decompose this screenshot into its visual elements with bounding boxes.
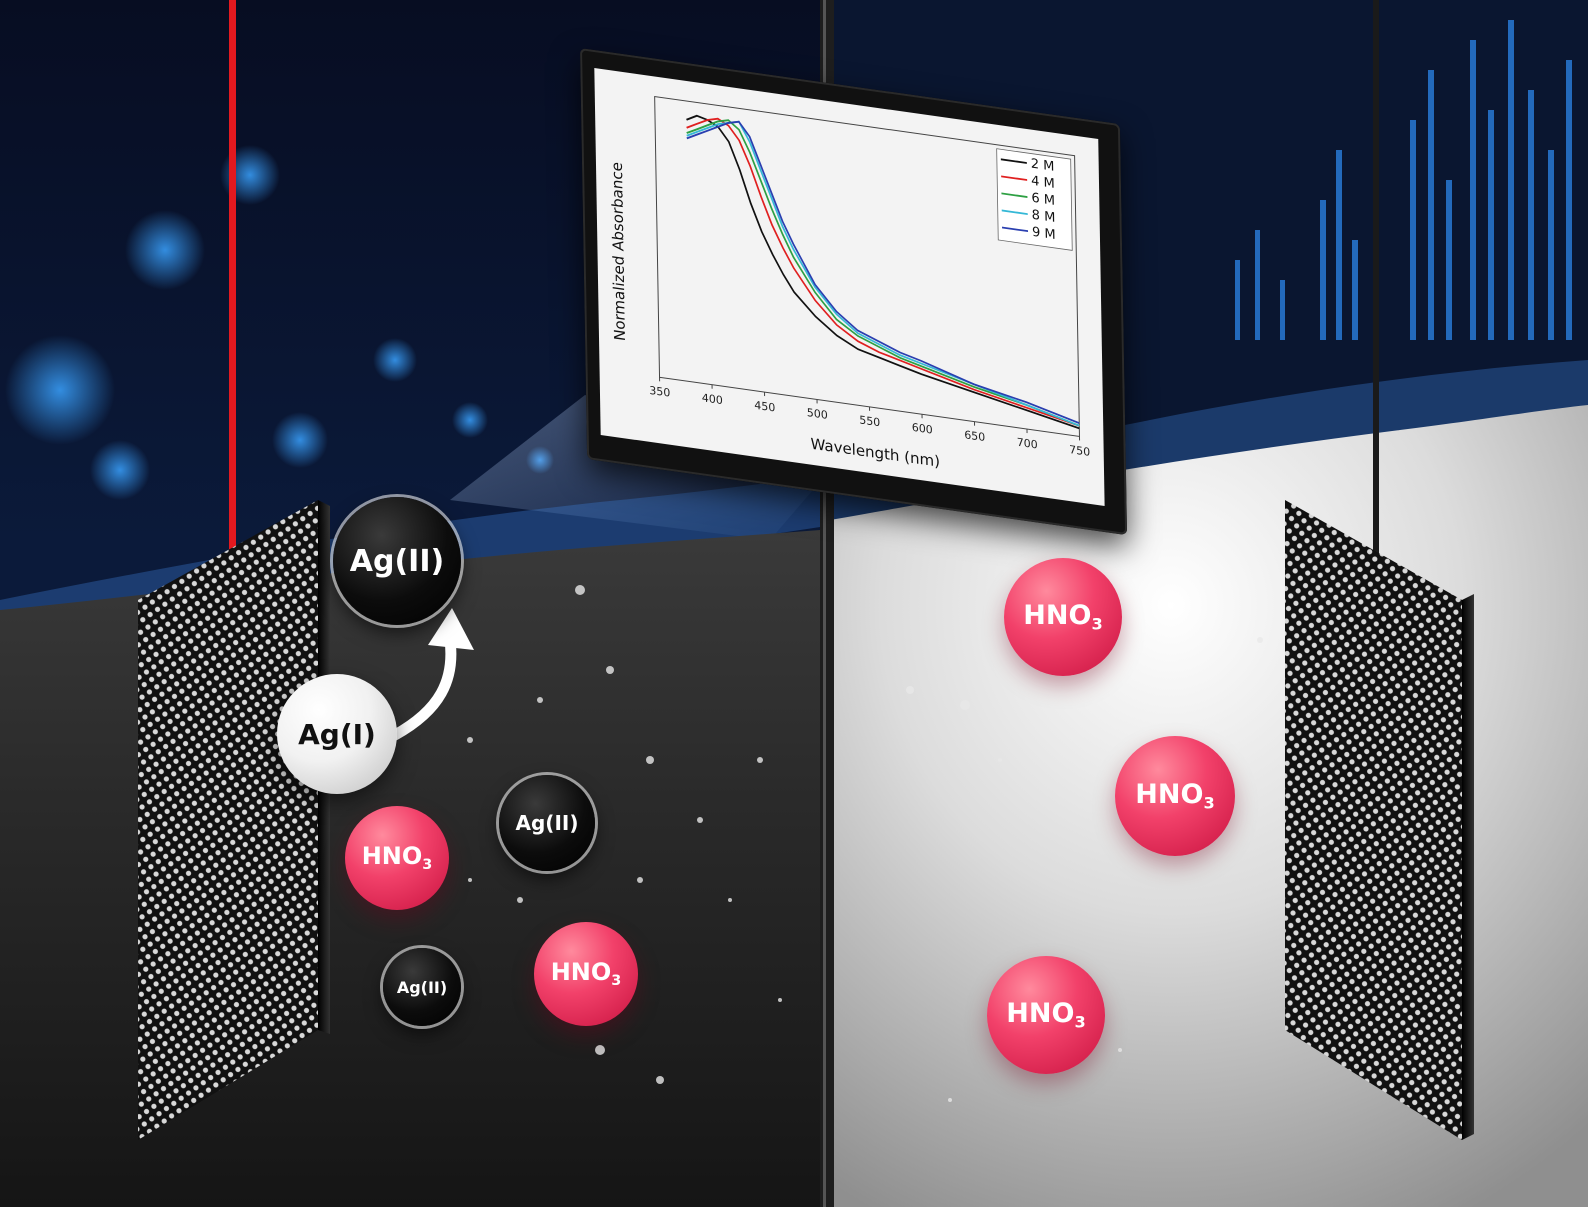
chart-axes	[654, 95, 1081, 441]
legend-swatch	[1000, 158, 1027, 164]
hno3-subscript: 3	[422, 857, 433, 874]
legend-label: 8 M	[1032, 208, 1056, 226]
ag2-ball-small: Ag(II)	[383, 948, 461, 1026]
data-bars-skyline	[1235, 20, 1572, 340]
series-line-6m	[686, 119, 1080, 427]
x-tick-label: 450	[754, 399, 775, 415]
absorbance-chart: 350 400 450 500 550 600 650 700 750 2 M4 M6 M8 M…	[608, 95, 1090, 471]
projection-beam	[450, 395, 830, 540]
legend-label: 6 M	[1031, 191, 1055, 209]
bubbles	[467, 585, 1263, 1102]
plot-frame	[654, 95, 1080, 438]
ag2-label: Ag(II)	[515, 811, 579, 835]
red-lead-wire	[229, 0, 236, 560]
series-line-2m	[686, 114, 1080, 430]
hno3-formula: HNO	[1023, 600, 1092, 632]
hno3-ball: HNO3	[345, 806, 449, 910]
hno3-ball: HNO3	[987, 956, 1105, 1074]
hno3-ball: HNO3	[1004, 558, 1122, 676]
ag1-ball: Ag(I)	[277, 674, 397, 794]
ag1-label: Ag(I)	[298, 717, 376, 751]
hno3-ball: HNO3	[534, 922, 638, 1026]
chart-series	[686, 114, 1080, 430]
right-mesh-electrode	[1285, 500, 1474, 1140]
x-axis-label: Wavelength (nm)	[810, 435, 940, 471]
legend-swatch	[1001, 192, 1028, 198]
legend-label: 2 M	[1031, 157, 1055, 175]
x-tick-label: 650	[964, 428, 985, 444]
y-axis-label: Normalized Absorbance	[608, 161, 629, 342]
legend-label: 9 M	[1032, 225, 1056, 243]
series-line-4m	[686, 117, 1080, 427]
chart-legend: 2 M4 M6 M8 M9 M	[996, 148, 1073, 251]
bokeh-lights	[5, 145, 554, 500]
legend-swatch	[1001, 209, 1028, 216]
hno3-formula: HNO	[1135, 779, 1204, 811]
hno3-formula: HNO	[1006, 998, 1075, 1030]
oxidation-arrow	[389, 608, 474, 741]
x-tick-label: 500	[807, 406, 828, 422]
hno3-formula: HNO	[361, 842, 423, 871]
hno3-subscript: 3	[1074, 1012, 1086, 1032]
x-tick-label: 700	[1017, 436, 1038, 452]
legend-label: 4 M	[1031, 174, 1055, 192]
ag2-ball-large: Ag(II)	[333, 497, 461, 625]
black-lead-wire	[1373, 0, 1379, 560]
hno3-subscript: 3	[1091, 614, 1103, 634]
x-tick-label: 750	[1069, 443, 1090, 459]
ag2-ball-medium: Ag(II)	[499, 775, 595, 871]
hno3-subscript: 3	[1203, 793, 1215, 813]
ag2-label: Ag(II)	[396, 977, 448, 997]
x-tick-label: 400	[702, 391, 723, 407]
hno3-formula: HNO	[550, 958, 612, 987]
hno3-subscript: 3	[611, 973, 622, 990]
hno3-ball: HNO3	[1115, 736, 1235, 856]
legend-box	[996, 148, 1073, 251]
x-tick-label: 350	[649, 384, 670, 400]
x-tick-label: 600	[912, 421, 933, 437]
ag2-label: Ag(II)	[349, 543, 445, 579]
series-line-9m	[686, 120, 1080, 424]
legend-swatch	[1002, 226, 1029, 233]
legend-swatch	[1001, 175, 1028, 181]
series-line-8m	[686, 120, 1080, 427]
x-tick-label: 550	[859, 413, 880, 429]
x-tick-labels: 350 400 450 500 550 600 650 700 750	[649, 384, 1090, 459]
left-mesh-electrode	[138, 500, 330, 1140]
